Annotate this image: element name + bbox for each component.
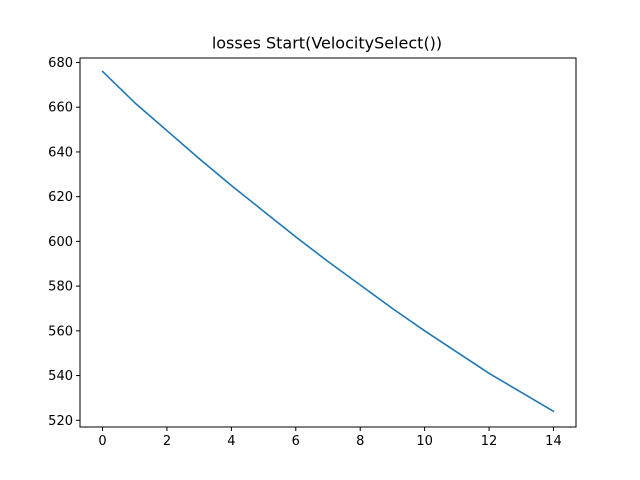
y-tick-label: 520 <box>48 414 73 429</box>
x-tick-label: 0 <box>98 434 106 449</box>
x-tick-label: 8 <box>356 434 364 449</box>
x-tick-label: 10 <box>416 434 433 449</box>
plot-area <box>101 70 555 413</box>
x-tick-label: 6 <box>292 434 300 449</box>
y-tick-label: 540 <box>48 369 73 384</box>
y-tick-label: 560 <box>48 324 73 339</box>
x-tick-label: 14 <box>545 434 562 449</box>
y-tick-label: 600 <box>48 235 73 250</box>
y-tick-label: 660 <box>48 101 73 116</box>
y-tick-label: 680 <box>48 56 73 71</box>
x-tick-label: 4 <box>227 434 235 449</box>
y-tick-label: 640 <box>48 145 73 160</box>
x-tick-label: 12 <box>481 434 498 449</box>
x-tick-label: 2 <box>163 434 171 449</box>
series-line <box>101 70 555 413</box>
axes-frame <box>79 57 577 428</box>
chart-title: losses Start(VelocitySelect()) <box>212 34 442 53</box>
x-axis: 0 2 4 6 8 10 12 14 <box>98 427 562 449</box>
y-tick-label: 620 <box>48 190 73 205</box>
y-axis: 520 540 560 580 600 620 640 660 680 <box>48 56 80 429</box>
y-tick-label: 580 <box>48 280 73 295</box>
